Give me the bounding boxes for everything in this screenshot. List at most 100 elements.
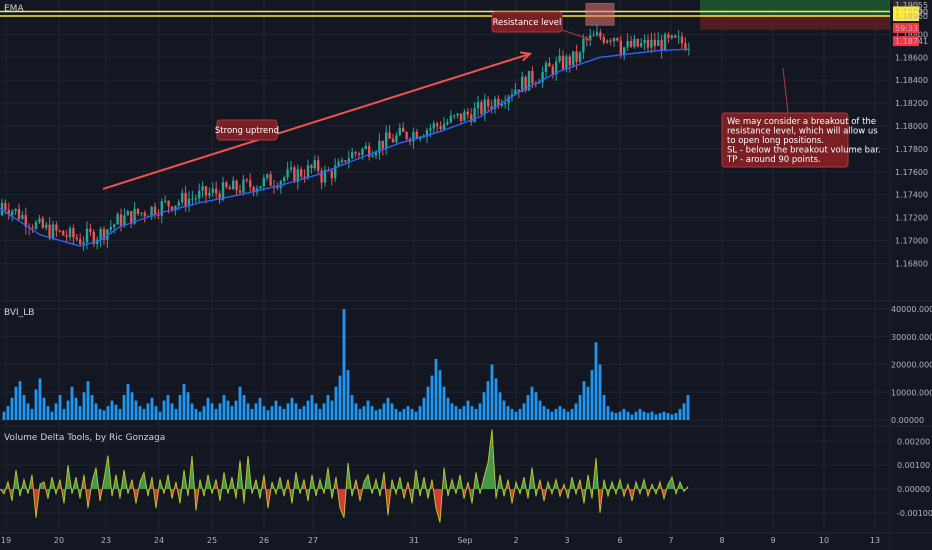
candle-body [568,56,571,66]
volume-bar [82,392,86,420]
volume-bar [602,395,606,420]
candle-body [41,218,44,228]
candle-body [21,215,24,219]
price-badge-4: 1.18741 [895,37,928,46]
volume-bar [210,403,214,420]
time-tick-6: 27 [308,536,318,545]
candle-body [463,111,466,121]
candle-body [211,188,214,193]
volume-bar [358,408,362,420]
volume-bar [190,403,194,420]
candle-body [473,108,476,123]
delta-area [96,467,100,501]
volume-bar [506,406,510,420]
candle-body [130,211,133,224]
take-profit-zone [700,0,890,16]
note-line-1: resistance level, which will allow us [727,127,878,137]
candle-body [82,242,85,245]
volume-bar [278,406,282,420]
candle-body [575,51,578,62]
time-tick-8: Sep [457,536,472,545]
volume-bar [638,408,642,420]
candlestick-series [0,24,690,251]
candle-body [378,140,381,153]
volume-bar [482,392,486,420]
candle-body [657,39,660,47]
delta-area [436,489,440,523]
volume-bar [434,358,438,420]
candle-body [504,103,507,105]
candle-body [643,39,646,44]
volume-bar [646,413,650,420]
candle-body [623,47,626,56]
candle-body [51,224,55,239]
volume-bar [402,408,406,420]
volume-bar [118,408,122,420]
candle-body [45,224,48,228]
note-box [721,112,849,168]
candle-body [99,228,102,240]
delta-line [0,429,689,523]
candle-body [602,37,605,43]
volume-bar [270,406,274,420]
volume-bar [666,413,670,420]
volume-bar [674,413,678,420]
volume-bar [114,404,118,420]
candle-body [361,148,364,156]
candle-body [439,126,442,130]
volume-bar [662,411,666,420]
volume-bar [578,395,582,420]
volume-bar [250,408,254,420]
volume-bar [54,403,58,420]
candle-body [296,169,299,183]
volume-bar [6,406,10,420]
volume-bar [442,386,446,420]
volume-bar [566,411,570,420]
volume-bar [230,406,234,420]
volume-bar [342,309,346,420]
delta-area [528,467,532,499]
candle-body [565,56,568,70]
candle-body [371,155,374,157]
candle-body [374,152,378,156]
volume-bar [458,408,462,420]
volume-bar [394,408,398,420]
candle-body [201,186,204,191]
delta-tick-1: 0.00100 [897,461,930,470]
candle-body [402,128,405,133]
candle-body [245,179,248,181]
time-tick-13: 8 [719,536,724,545]
candle-body [249,180,252,187]
volume-bar [302,406,306,420]
volume-bar [182,383,186,420]
time-tick-1: 20 [54,536,64,545]
candle-body [89,228,92,232]
candle-body [619,40,622,56]
candle-body [320,170,323,183]
vol-tick-4: 0.00000 [891,416,924,425]
note-line-2: to open long positions. [727,136,824,146]
price-tick-9: 1.17200 [895,214,928,223]
candle-body [606,40,609,43]
delta-tick-0: 0.00200 [897,437,930,446]
volume-bar [538,400,542,420]
time-tick-16: 13 [870,536,880,545]
candle-body [674,35,677,38]
volume-bar [414,411,418,420]
candle-body [490,106,493,109]
candle-body [612,37,616,42]
volume-bar [34,389,38,420]
candle-body [425,130,429,137]
candle-body [167,200,170,207]
candle-body [442,124,446,130]
time-tick-2: 23 [101,536,111,545]
volume-bar [470,406,474,420]
candle-body [344,160,347,162]
note-line-0: We may consider a breakout of the [727,117,876,127]
volume-bar [354,403,358,420]
candle-body [204,186,208,196]
candle-body [646,39,650,48]
